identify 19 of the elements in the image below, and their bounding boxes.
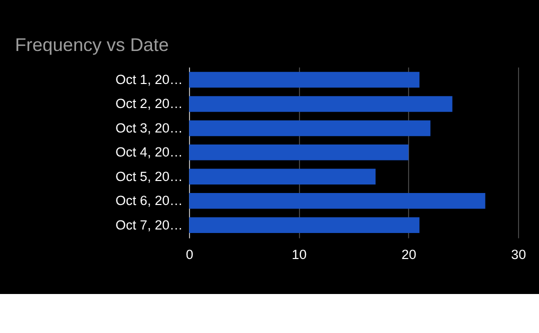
x-tick-label: 0 bbox=[186, 247, 194, 262]
bar bbox=[189, 144, 408, 160]
x-tick-label: 20 bbox=[401, 247, 416, 262]
chart-title: Frequency vs Date bbox=[15, 34, 169, 56]
bar bbox=[189, 168, 376, 185]
y-tick-label: Oct 2, 20… bbox=[116, 96, 183, 112]
x-tick-label: 10 bbox=[292, 247, 307, 262]
y-tick-label: Oct 6, 20… bbox=[116, 193, 183, 208]
x-tick-label: 30 bbox=[511, 247, 526, 262]
y-tick-label: Oct 4, 20… bbox=[116, 144, 183, 160]
y-tick-label: Oct 1, 20… bbox=[116, 72, 183, 87]
y-tick-label: Oct 5, 20… bbox=[116, 168, 183, 184]
bar bbox=[189, 217, 420, 233]
bar bbox=[189, 120, 430, 136]
bar bbox=[189, 96, 452, 112]
y-tick-label: Oct 7, 20… bbox=[116, 217, 183, 232]
bar bbox=[189, 192, 486, 209]
y-tick-label: Oct 3, 20… bbox=[116, 120, 183, 136]
bar bbox=[189, 72, 420, 88]
